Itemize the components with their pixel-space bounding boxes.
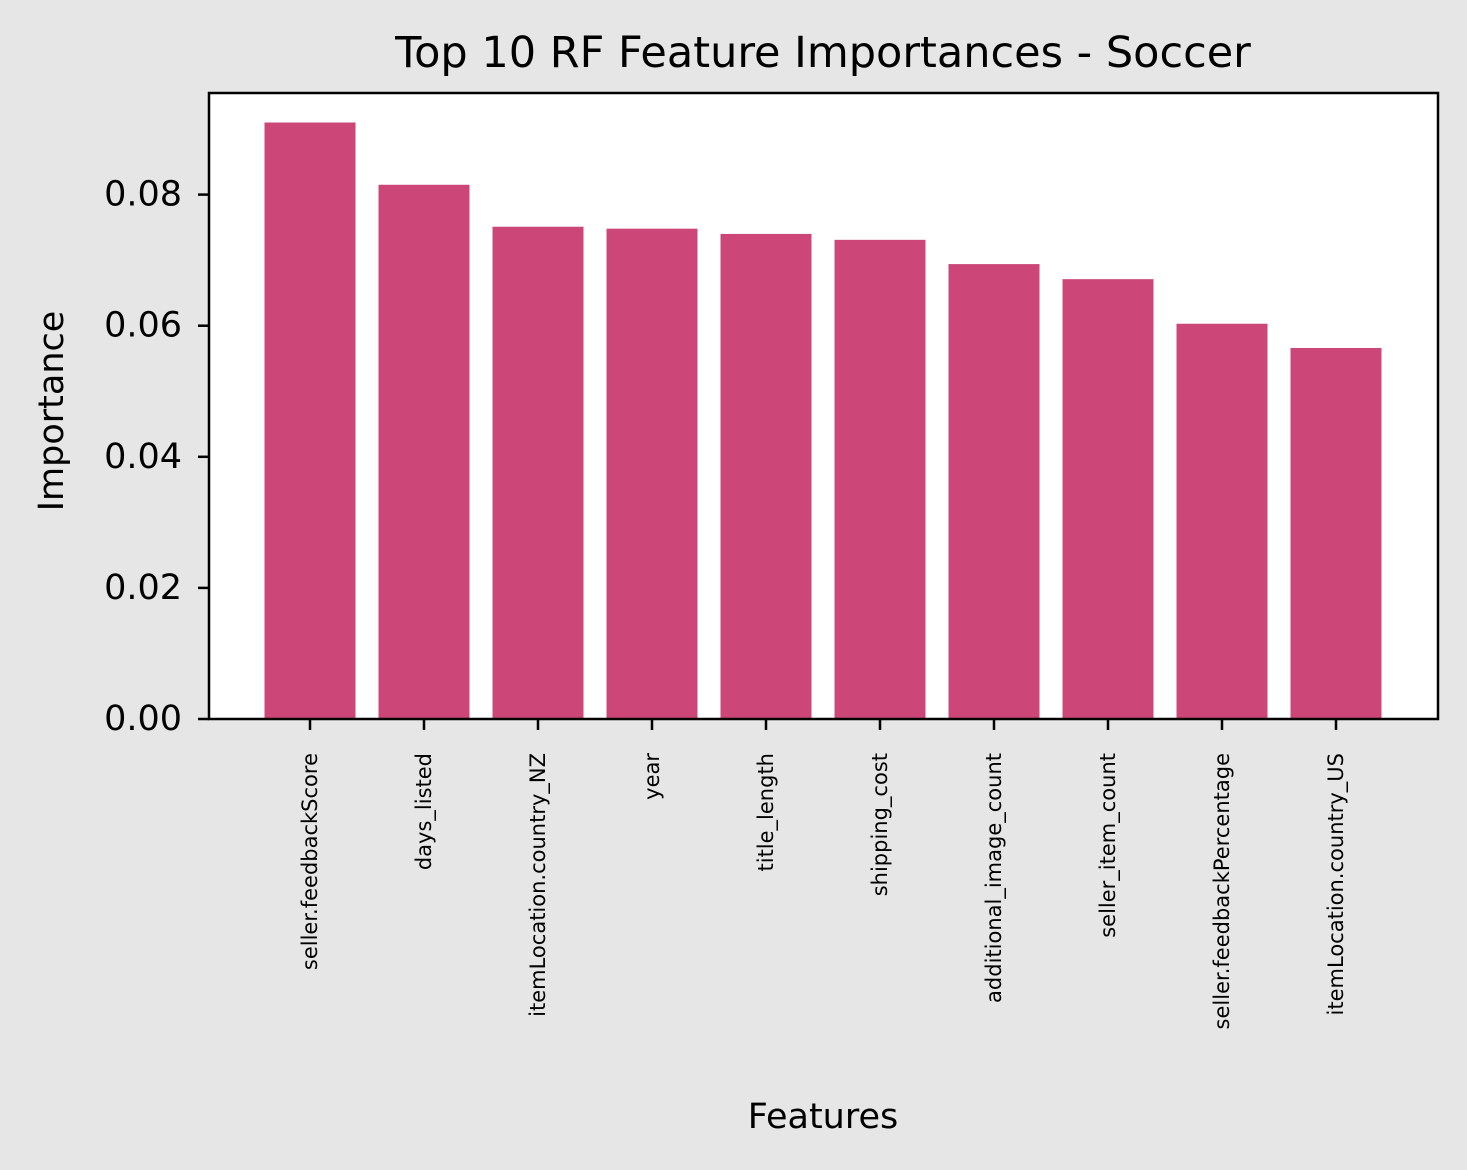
bar-6: [834, 239, 926, 719]
x-axis: seller.feedbackScore days_listed itemLocat…: [298, 719, 1349, 1029]
plot-frame: [207, 91, 1440, 721]
x-tick-label: seller.feedbackScore: [298, 753, 322, 970]
y-axis: 0.00 0.02 0.04 0.06 0.08: [104, 175, 209, 739]
bar-1: [264, 122, 356, 720]
x-tick-label: title_length: [754, 753, 779, 872]
y-tick-label: 0.02: [104, 568, 182, 608]
chart-title: Top 10 RF Feature Importances - Soccer: [394, 28, 1251, 78]
y-tick-label: 0.06: [104, 306, 182, 346]
bar-3: [492, 226, 584, 719]
y-axis-label: Importance: [32, 311, 72, 512]
x-tick-label: seller.feedbackPercentage: [1210, 753, 1234, 1029]
x-axis-label: Features: [748, 1097, 899, 1137]
bar-4: [606, 228, 698, 719]
y-tick-label: 0.08: [104, 175, 182, 215]
x-tick-label: year: [640, 753, 664, 800]
x-tick-label: days_listed: [412, 753, 437, 870]
x-tick-label: shipping_cost: [868, 753, 893, 896]
y-tick-label: 0.00: [104, 699, 182, 739]
bar-9: [1176, 323, 1268, 719]
bar-7: [948, 264, 1040, 719]
bar-5: [720, 233, 812, 719]
bar-8: [1062, 279, 1154, 719]
bar-10: [1290, 347, 1382, 719]
x-tick-label: additional_image_count: [982, 753, 1007, 1003]
x-tick-label: itemLocation.country_NZ: [526, 753, 551, 1017]
x-tick-label: seller_item_count: [1096, 753, 1121, 938]
bar-2: [378, 184, 470, 719]
bars-layer: [264, 122, 1382, 720]
x-tick-label: itemLocation.country_US: [1324, 753, 1349, 1015]
y-tick-label: 0.04: [104, 437, 182, 477]
